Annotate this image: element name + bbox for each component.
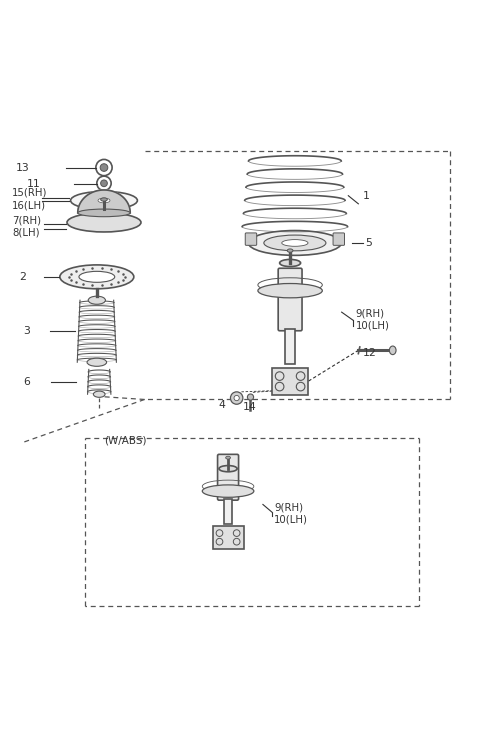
Ellipse shape: [60, 265, 134, 289]
Ellipse shape: [287, 249, 293, 253]
Text: (W/ABS): (W/ABS): [104, 435, 146, 445]
Text: 9(RH)
10(LH): 9(RH) 10(LH): [275, 502, 308, 525]
Ellipse shape: [67, 213, 141, 232]
Ellipse shape: [234, 395, 240, 401]
Text: 12: 12: [363, 349, 377, 358]
Text: 6: 6: [23, 376, 30, 387]
Ellipse shape: [87, 358, 107, 367]
Ellipse shape: [230, 392, 243, 404]
Ellipse shape: [78, 209, 130, 217]
FancyBboxPatch shape: [333, 233, 345, 246]
Ellipse shape: [219, 466, 237, 472]
Polygon shape: [78, 190, 130, 213]
FancyBboxPatch shape: [224, 499, 232, 524]
Ellipse shape: [226, 457, 230, 459]
Text: 1: 1: [363, 191, 370, 200]
Circle shape: [100, 164, 108, 172]
Ellipse shape: [88, 296, 106, 304]
Ellipse shape: [202, 485, 254, 497]
Ellipse shape: [258, 284, 323, 298]
Ellipse shape: [71, 191, 137, 209]
Ellipse shape: [79, 271, 115, 282]
Text: 3: 3: [23, 327, 30, 336]
Ellipse shape: [98, 198, 110, 203]
Text: 13: 13: [15, 163, 29, 172]
FancyBboxPatch shape: [217, 454, 239, 500]
Text: 4: 4: [218, 400, 225, 411]
FancyBboxPatch shape: [278, 268, 302, 331]
Ellipse shape: [94, 391, 105, 398]
Ellipse shape: [101, 198, 108, 201]
Text: 11: 11: [27, 179, 40, 189]
Polygon shape: [213, 526, 243, 549]
Text: 2: 2: [19, 272, 26, 282]
Ellipse shape: [84, 195, 124, 206]
Ellipse shape: [389, 346, 396, 355]
Circle shape: [101, 180, 108, 187]
Ellipse shape: [248, 231, 341, 256]
Text: 5: 5: [365, 238, 372, 248]
Ellipse shape: [282, 240, 308, 246]
Text: 15(RH)
16(LH): 15(RH) 16(LH): [12, 187, 48, 210]
Ellipse shape: [264, 235, 326, 251]
FancyBboxPatch shape: [245, 233, 257, 246]
Ellipse shape: [247, 394, 253, 400]
Polygon shape: [272, 367, 309, 395]
Text: 9(RH)
10(LH): 9(RH) 10(LH): [356, 308, 389, 331]
Text: 7(RH)
8(LH): 7(RH) 8(LH): [12, 215, 41, 237]
Ellipse shape: [280, 259, 300, 267]
FancyBboxPatch shape: [285, 330, 295, 364]
Text: 14: 14: [243, 401, 256, 411]
